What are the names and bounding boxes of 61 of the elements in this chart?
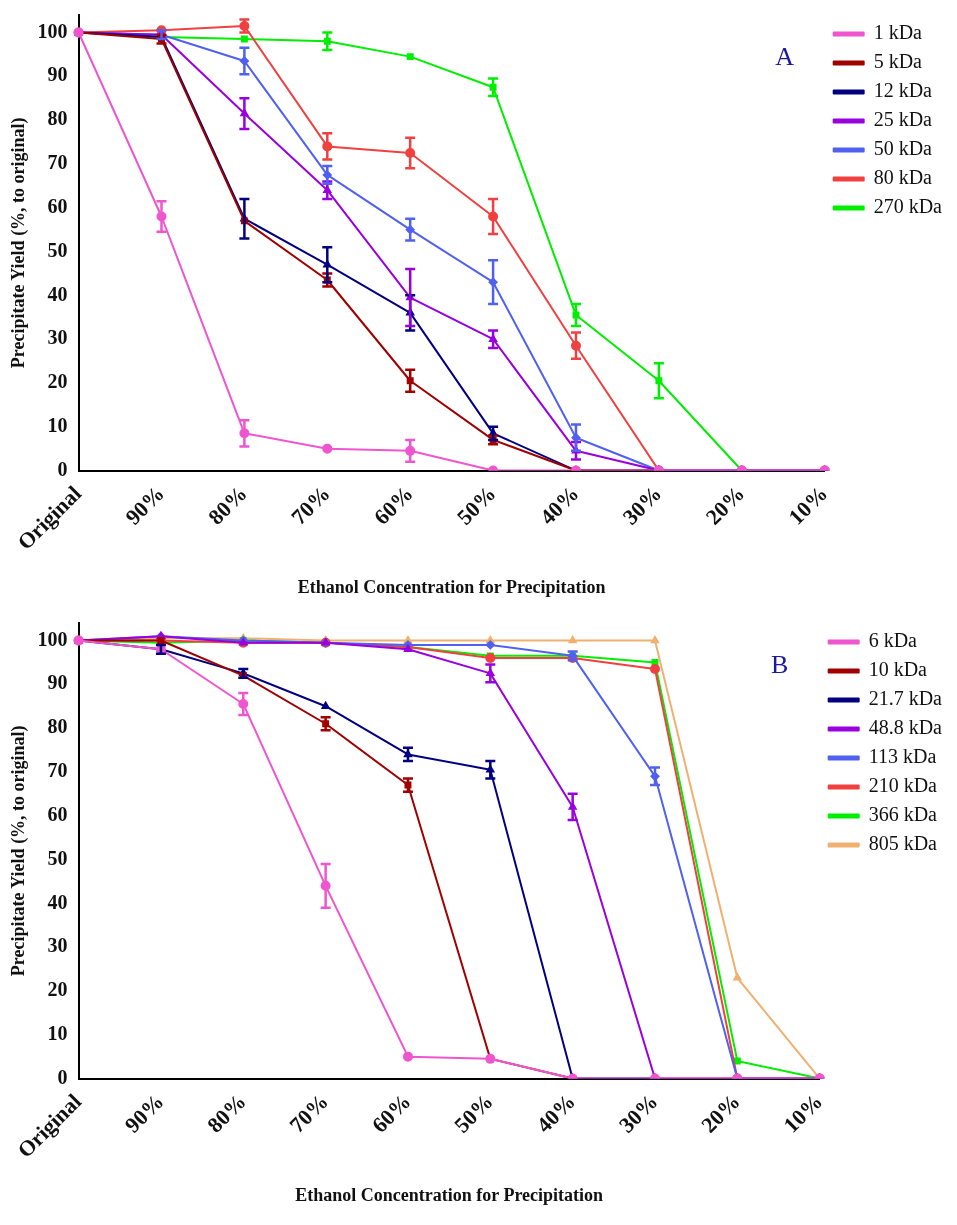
x-tick-label: 80% — [202, 1088, 251, 1138]
y-tick-label: 20 — [47, 978, 68, 1001]
x-tick-label: 10% — [778, 1088, 828, 1138]
y-tick-label: 10 — [47, 413, 68, 436]
x-tick-label: 90% — [119, 1088, 169, 1138]
x-tick-label: 80% — [203, 480, 252, 530]
legend-label: 21.7 kDa — [868, 687, 943, 710]
legend-label: 1 kDa — [873, 21, 923, 44]
x-tick-label: 30% — [617, 480, 667, 530]
x-tick-label: 70% — [286, 480, 335, 530]
y-tick-label: 0 — [57, 1065, 68, 1088]
y-tick-label: 50 — [47, 238, 68, 261]
y-tick-label: 30 — [47, 326, 68, 349]
y-tick-label: 60 — [47, 194, 68, 217]
x-axis-title: Ethanol Concentration for Precipitation — [295, 1184, 604, 1205]
legend-label: 6 kDa — [868, 629, 918, 652]
legend-label: 25 kDa — [873, 108, 933, 131]
y-tick-label: 90 — [47, 671, 68, 694]
x-tick-label: 90% — [120, 480, 170, 530]
y-tick-label: 70 — [47, 759, 68, 782]
y-tick-label: 80 — [47, 107, 68, 130]
legend-label: 50 kDa — [873, 137, 933, 160]
x-tick-label: 60% — [366, 1088, 416, 1138]
legend-label: 805 kDa — [868, 832, 938, 855]
y-tick-label: 90 — [47, 63, 68, 86]
x-tick-label: 40% — [531, 1088, 581, 1138]
y-axis-title: Precipitate Yield (%, to original) — [8, 725, 30, 977]
y-axis-title: Precipitate Yield (%, to original) — [8, 117, 30, 369]
y-tick-label: 40 — [47, 890, 68, 913]
y-tick-label: 30 — [47, 934, 68, 957]
y-tick-label: 0 — [57, 457, 68, 480]
x-tick-label: 70% — [284, 1088, 334, 1138]
legend-label: 80 kDa — [873, 166, 933, 189]
x-tick-label: 20% — [700, 480, 750, 530]
x-tick-label: 20% — [696, 1088, 745, 1138]
annotation: B — [771, 650, 789, 679]
x-tick-label: 50% — [451, 480, 501, 530]
y-tick-label: 40 — [47, 282, 68, 305]
y-tick-label: 100 — [37, 19, 68, 42]
x-tick-label: 10% — [783, 480, 833, 530]
y-tick-label: 50 — [47, 846, 68, 869]
legend-label: 210 kDa — [868, 774, 938, 797]
legend-label: 12 kDa — [873, 79, 933, 102]
x-tick-label: 50% — [449, 1088, 498, 1138]
y-tick-label: 80 — [47, 715, 68, 738]
y-tick-label: 20 — [47, 370, 68, 393]
annotation: A — [775, 42, 795, 71]
x-axis-title: Ethanol Concentration for Precipitation — [297, 576, 606, 597]
y-tick-label: 100 — [37, 627, 68, 650]
legend-label: 48.8 kDa — [868, 716, 943, 739]
legend-label: 5 kDa — [873, 50, 923, 73]
x-tick-label: 60% — [368, 480, 418, 530]
legend-label: 270 kDa — [873, 195, 943, 218]
legend-label: 113 kDa — [868, 745, 937, 768]
y-tick-label: 10 — [47, 1021, 68, 1044]
legend-label: 10 kDa — [868, 658, 928, 681]
x-tick-label: 30% — [613, 1088, 663, 1138]
legend-label: 366 kDa — [868, 803, 938, 826]
y-tick-label: 60 — [47, 802, 68, 825]
y-tick-label: 70 — [47, 151, 68, 174]
x-tick-label: 40% — [534, 480, 584, 530]
